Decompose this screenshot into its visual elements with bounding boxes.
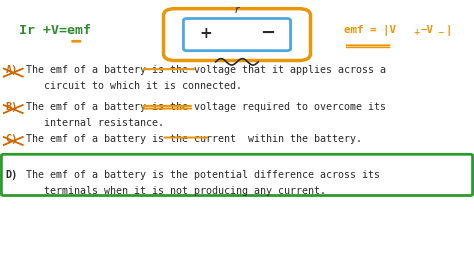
FancyBboxPatch shape xyxy=(1,154,473,196)
Text: The emf of a battery is the current  within the battery.: The emf of a battery is the current with… xyxy=(26,134,362,144)
Text: The emf of a battery is the voltage required to overcome its: The emf of a battery is the voltage requ… xyxy=(26,102,386,112)
Text: A): A) xyxy=(6,65,18,75)
Text: Ir +V=emf: Ir +V=emf xyxy=(18,24,91,37)
Text: The emf of a battery is the potential difference across its: The emf of a battery is the potential di… xyxy=(26,170,380,180)
Text: r: r xyxy=(235,5,239,15)
Text: The emf of a battery is the voltage that it applies across a: The emf of a battery is the voltage that… xyxy=(26,65,386,75)
Text: +: + xyxy=(200,26,212,41)
Text: |: | xyxy=(445,25,452,36)
Text: −: − xyxy=(438,28,444,38)
Text: terminals when it is not producing any current.: terminals when it is not producing any c… xyxy=(26,186,326,196)
Text: circuit to which it is connected.: circuit to which it is connected. xyxy=(26,81,242,91)
Text: −: − xyxy=(260,24,275,42)
Text: −V: −V xyxy=(421,25,434,35)
Text: emf = |V: emf = |V xyxy=(344,25,396,36)
Text: B): B) xyxy=(6,102,18,112)
FancyBboxPatch shape xyxy=(183,19,291,51)
Text: C): C) xyxy=(6,134,18,144)
Text: internal resistance.: internal resistance. xyxy=(26,118,164,128)
FancyBboxPatch shape xyxy=(164,9,310,61)
Text: D): D) xyxy=(6,170,18,180)
Text: +: + xyxy=(413,28,419,38)
